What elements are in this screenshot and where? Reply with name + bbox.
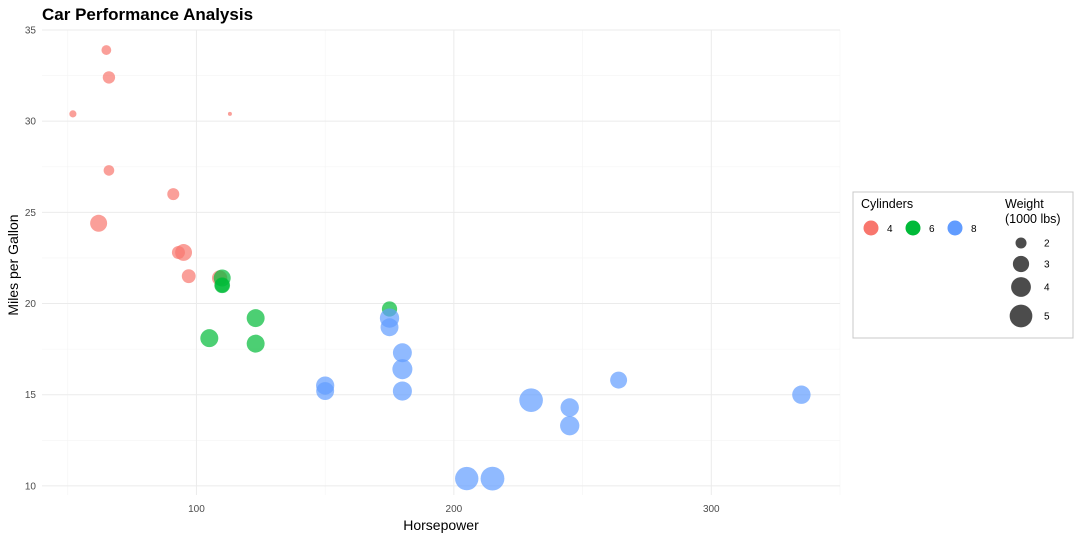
data-point [610,371,628,389]
data-point [200,329,219,348]
data-point [316,382,335,401]
chart-title: Car Performance Analysis [42,5,253,24]
legend-box [852,191,1074,339]
legend-color-label: 4 [887,224,893,235]
data-point [175,244,193,261]
legend-size-keys: 2 3 4 5 [1009,237,1050,328]
data-points [69,45,811,491]
data-point [102,71,116,84]
data-point [90,214,108,232]
legend-size-label: 5 [1044,312,1050,323]
data-point [480,466,505,491]
legend-color-label: 6 [929,224,935,235]
legend-size-key [1009,304,1033,328]
data-point [214,278,230,293]
y-axis-label: Miles per Gallon [5,214,21,315]
x-tick-label: 300 [703,504,720,515]
data-point [792,385,811,404]
legend-color-keys: 4 6 8 [863,220,977,236]
data-point [167,188,180,201]
data-point [392,381,412,401]
legend-size-label: 2 [1044,239,1050,250]
data-point [227,111,232,116]
data-point [560,398,579,417]
y-tick-label: 15 [25,390,37,401]
y-tick-label: 35 [25,26,37,37]
legend-color-label: 8 [971,224,977,235]
grid-minor [42,30,841,495]
legend-color-key [947,220,963,236]
data-point [69,110,77,118]
data-point [392,359,413,380]
data-point [181,269,196,284]
legend-color-key [905,220,921,236]
x-axis-label: Horsepower [403,517,479,533]
y-tick-label: 25 [25,208,37,219]
y-tick-label: 30 [25,117,37,128]
legend-size-key [1012,255,1030,273]
x-tick-label: 200 [446,504,463,515]
x-axis-ticks: 100 200 300 [188,504,720,515]
data-point [101,45,112,55]
data-point [455,466,479,491]
legend-size-title-line2: (1000 lbs) [1005,212,1061,226]
x-tick-label: 100 [188,504,205,515]
data-point [560,416,580,436]
data-point [519,388,543,412]
legend-color-key [863,220,879,236]
y-tick-label: 20 [25,299,37,310]
legend-size-label: 3 [1044,260,1050,271]
grid-major [42,29,840,495]
data-point [392,343,412,363]
legend-size-title-line1: Weight [1005,197,1044,211]
y-tick-label: 10 [25,481,37,492]
legend-size-key [1011,277,1031,297]
data-point [246,309,265,328]
data-point [246,334,265,353]
data-point [103,165,115,176]
data-point [380,318,399,337]
legend-size-key [1015,237,1027,249]
legend-size-label: 4 [1044,283,1050,294]
legend-color-title: Cylinders [861,197,913,211]
legend: Cylinders 4 6 8 Weight (1000 lbs) 2 3 4 5 [852,191,1074,339]
y-axis-ticks: 10 15 20 25 30 35 [25,26,37,493]
